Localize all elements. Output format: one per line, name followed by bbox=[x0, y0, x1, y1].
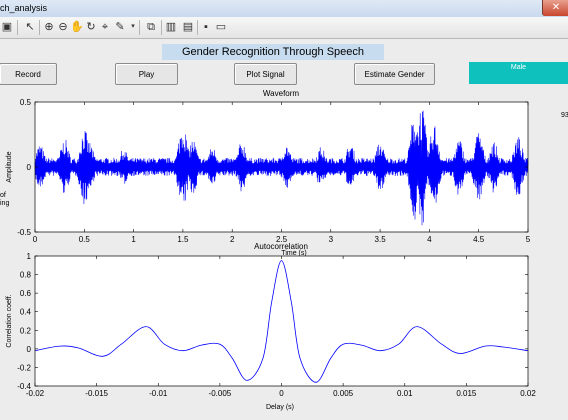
autocorr-xtick-label: 0.015 bbox=[456, 389, 477, 398]
autocorr-ytick-label: 1 bbox=[27, 252, 32, 261]
waveform-ytick-label: 0 bbox=[27, 163, 32, 172]
data-cursor-icon[interactable]: ⌖ bbox=[101, 21, 109, 33]
autocorr-xtick-label: -0.02 bbox=[26, 389, 45, 398]
waveform-ytick-label: 0.5 bbox=[20, 98, 32, 107]
waveform-xlabel: Time (s) bbox=[281, 250, 306, 257]
toolbar-separator bbox=[39, 20, 40, 35]
app-title: Gender Recognition Through Speech bbox=[162, 44, 384, 60]
brush-icon[interactable]: ✎ bbox=[115, 21, 125, 33]
waveform-xtick-label: 3 bbox=[329, 235, 334, 244]
autocorr-xtick-label: -0.015 bbox=[85, 389, 108, 398]
zoom-out-icon[interactable]: ⊖ bbox=[58, 21, 68, 33]
autocorr-ytick-label: -0.2 bbox=[17, 363, 31, 372]
autocorr-line bbox=[34, 260, 529, 383]
estimate-gender-button[interactable]: Estimate Gender bbox=[354, 63, 435, 85]
autocorr-ytick-label: 0.8 bbox=[20, 271, 32, 280]
pointer-icon[interactable]: ↖ bbox=[25, 21, 35, 33]
dock-icon[interactable]: ▭ bbox=[215, 21, 227, 33]
autocorr-xtick-label: -0.005 bbox=[209, 389, 232, 398]
rotate-icon[interactable]: ↻ bbox=[86, 21, 96, 33]
side-label-2: ing bbox=[0, 200, 10, 207]
autocorr-xtick-label: -0.01 bbox=[149, 389, 168, 398]
autocorr-xtick-label: 0.005 bbox=[333, 389, 354, 398]
waveform-xtick-label: 0 bbox=[33, 235, 38, 244]
zoom-in-icon[interactable]: ⊕ bbox=[44, 21, 54, 33]
play-button[interactable]: Play bbox=[115, 63, 178, 85]
autocorr-ylabel: Correlation coeff. bbox=[6, 294, 13, 347]
autocorr-ytick-label: 0.4 bbox=[20, 308, 32, 317]
close-button[interactable]: ✕ bbox=[542, 0, 568, 16]
autocorr-ytick-label: -0.4 bbox=[17, 382, 31, 391]
print-icon[interactable]: ▣ bbox=[1, 21, 13, 33]
waveform-xtick-label: 4 bbox=[427, 235, 432, 244]
waveform-xtick-label: 5 bbox=[526, 235, 531, 244]
autocorr-title: Autocorrelation bbox=[254, 242, 308, 251]
autocorr-xlabel: Delay (s) bbox=[266, 404, 294, 411]
waveform-ytick-label: -0.5 bbox=[17, 228, 31, 237]
toolbar-separator bbox=[17, 20, 18, 35]
waveform-xtick-label: 2.5 bbox=[276, 235, 288, 244]
autocorr-axes bbox=[35, 256, 528, 386]
waveform-xtick-label: 0.5 bbox=[79, 235, 91, 244]
side-value-label: 93 bbox=[561, 112, 568, 119]
link-icon[interactable]: ⧉ bbox=[147, 21, 155, 33]
toolbar-separator bbox=[161, 20, 162, 35]
side-label-1: of bbox=[0, 192, 6, 199]
autocorr-xtick-label: 0 bbox=[279, 389, 284, 398]
record-button[interactable]: Record bbox=[0, 63, 57, 85]
legend-icon[interactable]: ▤ bbox=[182, 21, 194, 33]
toolbar-separator bbox=[139, 20, 140, 35]
close-icon: ✕ bbox=[551, 2, 561, 13]
pan-icon[interactable]: ✋ bbox=[70, 21, 84, 33]
waveform-line bbox=[34, 110, 529, 226]
window-title: ch_analysis bbox=[0, 3, 48, 13]
waveform-ylabel: Amplitude bbox=[6, 151, 13, 182]
toolbar-separator bbox=[197, 20, 198, 35]
waveform-xtick-label: 4.5 bbox=[473, 235, 485, 244]
waveform-xtick-label: 3.5 bbox=[375, 235, 387, 244]
autocorr-ytick-label: 0.6 bbox=[20, 289, 32, 298]
autocorr-ytick-label: 0.2 bbox=[20, 326, 32, 335]
waveform-xtick-label: 1 bbox=[131, 235, 136, 244]
waveform-xtick-label: 2 bbox=[230, 235, 235, 244]
chevron-down-icon[interactable]: ▾ bbox=[131, 23, 135, 30]
autocorr-xtick-label: 0.01 bbox=[397, 389, 413, 398]
waveform-xtick-label: 1.5 bbox=[177, 235, 189, 244]
window-title-bar: ch_analysis ✕ bbox=[0, 0, 568, 17]
plot-signal-button[interactable]: Plot Signal bbox=[234, 63, 297, 85]
waveform-title: Waveform bbox=[263, 89, 299, 98]
gender-result-display: Male bbox=[469, 62, 568, 84]
figure-toolbar: ▣ ↖ ⊕ ⊖ ✋ ↻ ⌖ ✎ ▾ ⧉ ▥ ▤ ▪ ▭ bbox=[0, 17, 568, 39]
autocorr-xtick-label: 0.02 bbox=[520, 389, 536, 398]
autocorr-ytick-label: 0 bbox=[27, 345, 32, 354]
hide-tools-icon[interactable]: ▪ bbox=[204, 21, 208, 33]
colorbar-icon[interactable]: ▥ bbox=[165, 21, 177, 33]
